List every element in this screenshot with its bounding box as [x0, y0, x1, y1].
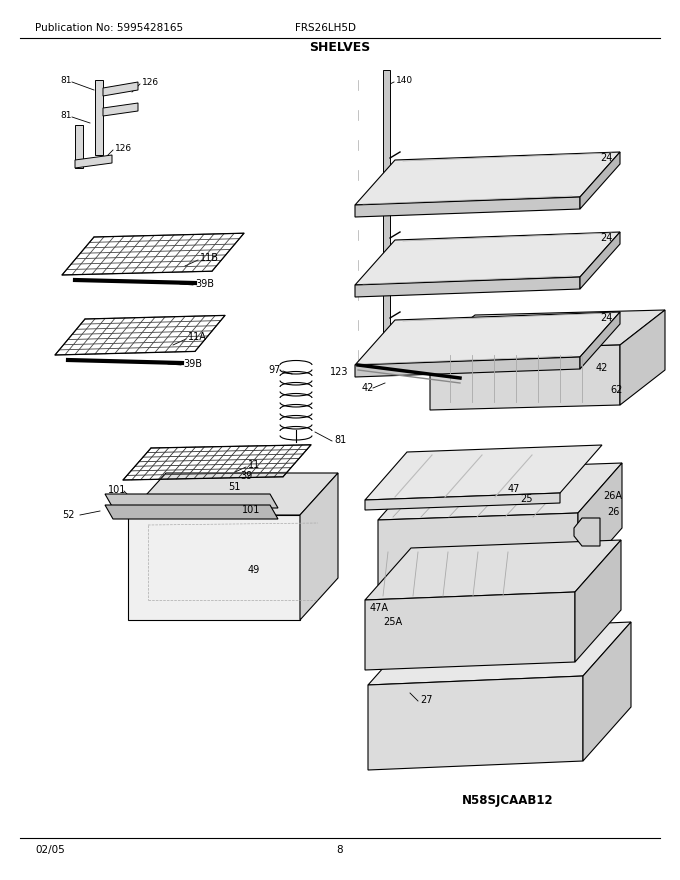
- Polygon shape: [105, 505, 278, 519]
- Polygon shape: [300, 473, 338, 620]
- Text: 42: 42: [362, 383, 375, 393]
- Text: FRS26LH5D: FRS26LH5D: [295, 23, 356, 33]
- Polygon shape: [580, 232, 620, 289]
- Text: 24: 24: [600, 313, 613, 323]
- Polygon shape: [103, 103, 138, 116]
- Text: 126: 126: [115, 143, 132, 152]
- Polygon shape: [574, 518, 600, 546]
- Text: 47: 47: [508, 484, 520, 494]
- Polygon shape: [378, 463, 622, 520]
- Text: 49: 49: [248, 565, 260, 575]
- Text: 51: 51: [228, 482, 240, 492]
- Text: 25: 25: [520, 494, 532, 504]
- Text: 11A: 11A: [188, 332, 207, 342]
- Text: 27: 27: [420, 695, 432, 705]
- Polygon shape: [365, 445, 602, 500]
- Text: Publication No: 5995428165: Publication No: 5995428165: [35, 23, 183, 33]
- Text: 24: 24: [600, 233, 613, 243]
- Polygon shape: [365, 493, 560, 510]
- Text: 47A: 47A: [370, 603, 389, 613]
- Text: SHELVES: SHELVES: [309, 40, 371, 54]
- Text: 81: 81: [60, 111, 71, 120]
- Text: 126: 126: [142, 77, 159, 86]
- Polygon shape: [355, 277, 580, 297]
- Polygon shape: [620, 310, 665, 405]
- Polygon shape: [355, 152, 620, 205]
- Text: 39B: 39B: [183, 359, 202, 369]
- Polygon shape: [105, 494, 278, 508]
- Polygon shape: [355, 312, 620, 365]
- Text: 140: 140: [396, 76, 413, 84]
- Text: 02/05: 02/05: [35, 845, 65, 855]
- Text: 42: 42: [596, 363, 609, 373]
- Polygon shape: [355, 232, 620, 285]
- Text: 81: 81: [60, 76, 71, 84]
- Text: 39: 39: [240, 471, 252, 481]
- Text: 101: 101: [108, 485, 126, 495]
- Text: 123: 123: [330, 367, 348, 377]
- Text: 25A: 25A: [383, 617, 402, 627]
- Text: 11: 11: [248, 460, 260, 470]
- Text: N58SJCAAB12: N58SJCAAB12: [462, 794, 554, 806]
- Polygon shape: [430, 345, 620, 410]
- Polygon shape: [578, 463, 622, 578]
- Polygon shape: [95, 80, 103, 155]
- Polygon shape: [368, 622, 631, 685]
- Polygon shape: [378, 513, 578, 585]
- Text: 24: 24: [600, 153, 613, 163]
- Polygon shape: [103, 82, 138, 96]
- Text: 26A: 26A: [603, 491, 622, 501]
- Polygon shape: [128, 473, 338, 515]
- Text: 39B: 39B: [195, 279, 214, 289]
- Polygon shape: [383, 70, 390, 370]
- Polygon shape: [430, 310, 665, 350]
- Polygon shape: [75, 155, 112, 168]
- Text: 26: 26: [607, 507, 619, 517]
- Polygon shape: [355, 197, 580, 217]
- Polygon shape: [580, 152, 620, 209]
- Polygon shape: [355, 357, 580, 377]
- Polygon shape: [75, 125, 83, 168]
- Polygon shape: [583, 622, 631, 761]
- Polygon shape: [580, 312, 620, 369]
- Polygon shape: [365, 540, 621, 600]
- Polygon shape: [365, 592, 575, 670]
- Polygon shape: [128, 515, 300, 620]
- Text: 81: 81: [334, 435, 346, 445]
- Text: 101: 101: [242, 505, 260, 515]
- Text: 11B: 11B: [200, 253, 219, 263]
- Text: 8: 8: [337, 845, 343, 855]
- Text: 62: 62: [610, 385, 622, 395]
- Polygon shape: [575, 540, 621, 662]
- Text: 97: 97: [268, 365, 280, 375]
- Polygon shape: [368, 676, 583, 770]
- Text: 52: 52: [62, 510, 75, 520]
